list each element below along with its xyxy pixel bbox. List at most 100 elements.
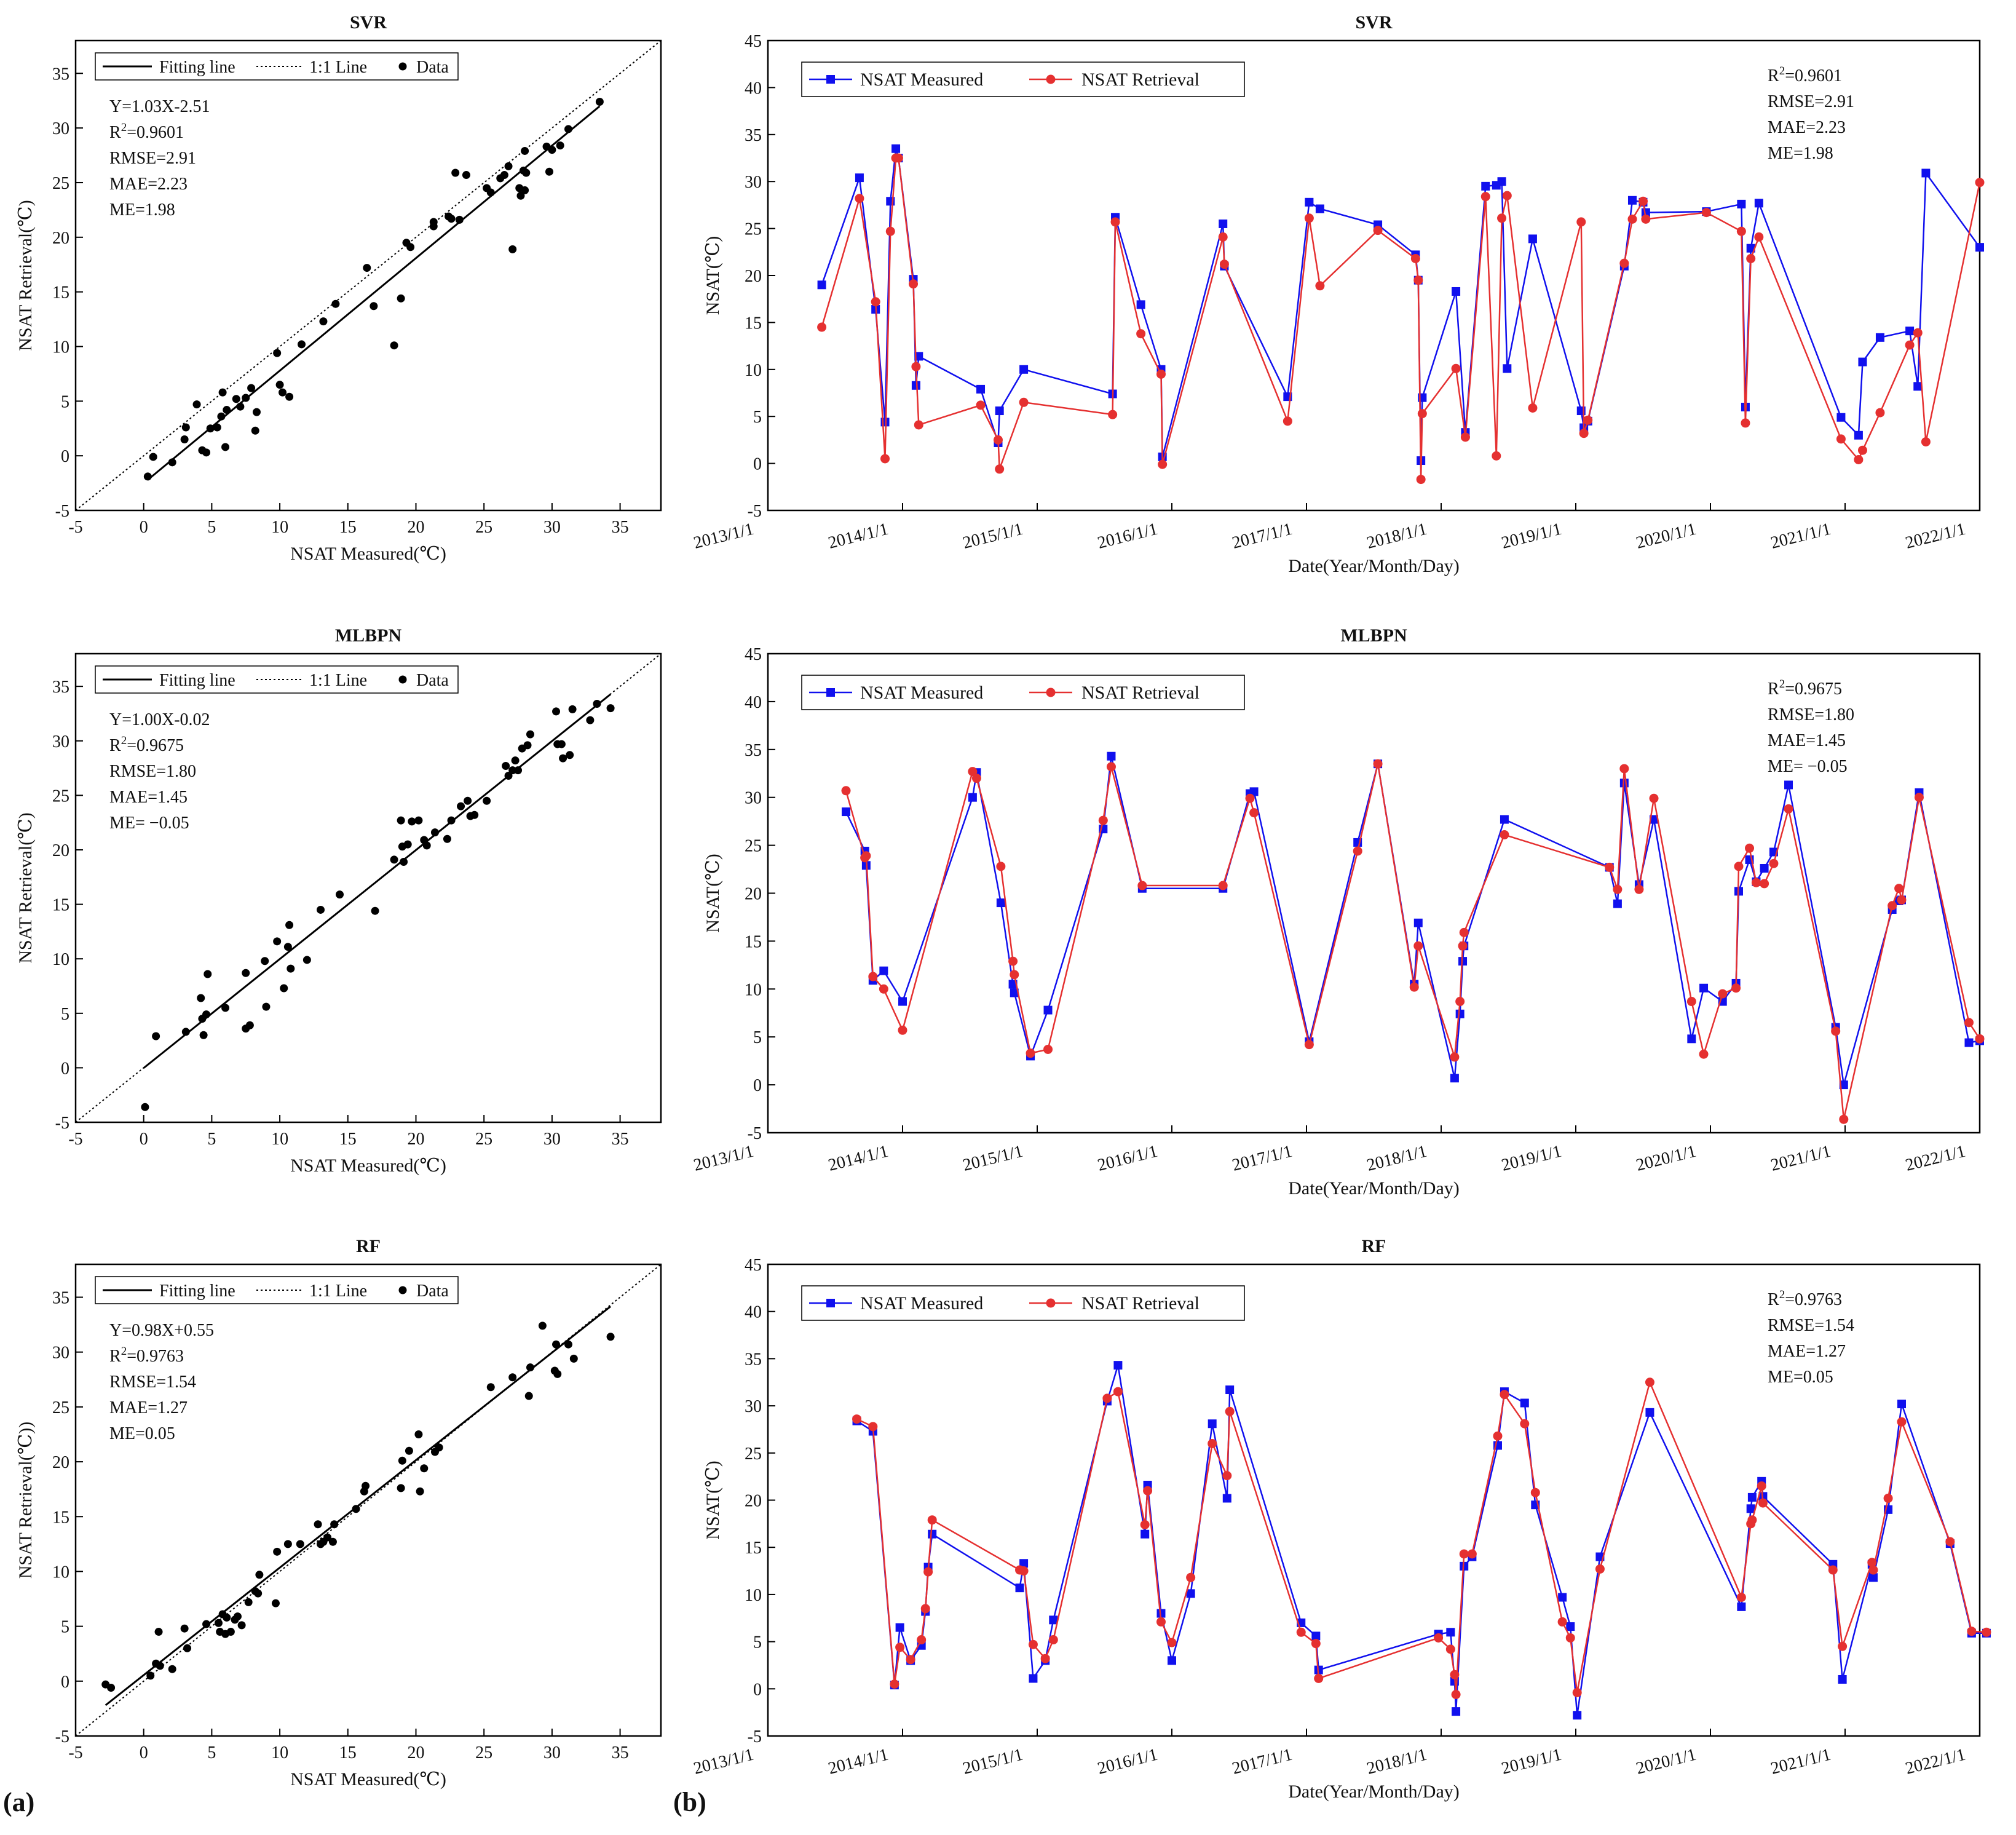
stat-mae: MAE=1.27 <box>109 1398 188 1417</box>
chart-title: SVR <box>350 12 387 33</box>
y-tick-label: -5 <box>55 1727 69 1746</box>
y-axis-label: NSAT Retrieval(℃)) <box>15 1422 36 1579</box>
measured-point <box>1868 1573 1878 1582</box>
retrieval-point <box>906 1655 915 1665</box>
measured-point <box>1249 787 1259 796</box>
data-point <box>524 1392 533 1400</box>
data-point <box>370 302 378 311</box>
retrieval-point <box>1043 1044 1053 1054</box>
retrieval-point <box>1883 1493 1893 1503</box>
y-tick-label: 25 <box>52 1398 69 1417</box>
measured-point <box>1746 1504 1755 1513</box>
legend-measured-label: NSAT Measured <box>860 69 983 90</box>
y-tick-label: 25 <box>52 174 69 193</box>
y-tick-label: 15 <box>745 1539 762 1558</box>
series-line-retrieval <box>845 763 1981 1120</box>
scatter-rf: RF -5 0 5 10 15 20 25 30 35 -5 0 5 10 15 20 25 30 35 NSAT M… <box>15 1236 662 1789</box>
x-tick-label: 2013/1/1 <box>692 1142 756 1175</box>
measured-point <box>1019 1559 1029 1568</box>
retrieval-point <box>1751 878 1761 887</box>
retrieval-point <box>1283 416 1292 426</box>
retrieval-point <box>1311 1639 1321 1649</box>
data-point <box>328 1537 337 1546</box>
line-rf: RF -5 0 5 10 15 20 25 30 35 40 45 2013/1/1 2014/1/1 20… <box>692 1236 1991 1802</box>
measured-point <box>1746 244 1755 253</box>
retrieval-point <box>1828 1565 1838 1575</box>
retrieval-point <box>1098 815 1108 825</box>
scatter-mlbpn: MLBPN -5 0 5 10 15 20 25 30 35 -5 0 5 10 15 20 25 30 35 NSA… <box>15 625 662 1176</box>
y-tick-label: 20 <box>745 1492 762 1511</box>
retrieval-point <box>1113 1387 1123 1397</box>
measured-point <box>1140 1529 1150 1539</box>
data-point <box>107 1684 116 1692</box>
retrieval-point <box>1758 1498 1768 1508</box>
retrieval-point <box>817 322 827 332</box>
stat-mae: MAE=1.27 <box>1768 1342 1846 1361</box>
legend-retrieval-swatch <box>1046 688 1056 697</box>
retrieval-point <box>1413 275 1423 285</box>
x-axis-label: Date(Year/Month/Day) <box>1288 1781 1460 1802</box>
stat-r2: R2=0.9763 <box>1768 1288 1842 1309</box>
data-point <box>254 1589 263 1598</box>
retrieval-point <box>1975 178 1985 188</box>
retrieval-point <box>855 194 864 204</box>
legend-measured-label: NSAT Measured <box>860 1293 983 1314</box>
retrieval-point <box>1450 1670 1460 1679</box>
y-axis-label: NSAT Retrieval(℃) <box>15 200 36 351</box>
retrieval-point <box>1649 793 1659 803</box>
chart-title: RF <box>356 1236 381 1256</box>
retrieval-point <box>1572 1687 1582 1697</box>
y-tick-label: 0 <box>61 447 69 466</box>
legend-measured-swatch <box>826 75 835 84</box>
retrieval-point <box>1836 434 1846 444</box>
y-tick-label: 5 <box>61 1005 69 1024</box>
data-point <box>180 435 189 444</box>
y-tick-label: 10 <box>52 338 69 357</box>
retrieval-point <box>1019 1566 1029 1576</box>
measured-point <box>1156 1609 1166 1618</box>
data-point <box>566 751 574 759</box>
measured-point <box>976 384 986 394</box>
y-tick-label: 40 <box>745 693 762 712</box>
plot-frame <box>74 1263 662 1737</box>
retrieval-point <box>1219 260 1229 269</box>
retrieval-point <box>1613 884 1623 894</box>
y-tick-label: 10 <box>52 950 69 969</box>
data-point <box>406 243 415 252</box>
y-tick-label: 10 <box>745 980 762 999</box>
retrieval-point <box>895 1643 905 1652</box>
retrieval-point <box>1520 1419 1530 1429</box>
x-tick-label: 2014/1/1 <box>826 1142 890 1175</box>
retrieval-point <box>1467 1549 1477 1559</box>
data-point <box>317 905 325 914</box>
retrieval-point <box>1745 843 1755 853</box>
data-point <box>287 964 295 973</box>
x-tick-label: 2019/1/1 <box>1500 520 1563 553</box>
stat-rmse: RMSE=2.91 <box>1768 92 1854 111</box>
y-tick-label: 20 <box>52 841 69 860</box>
data-point <box>553 1369 562 1378</box>
y-tick-label: 10 <box>52 1563 69 1582</box>
measured-point <box>842 807 851 817</box>
measured-point <box>1964 1038 1974 1047</box>
retrieval-point <box>1736 1593 1746 1603</box>
retrieval-point <box>1595 1564 1605 1574</box>
retrieval-point <box>1102 1393 1112 1403</box>
retrieval-point <box>1140 1520 1150 1529</box>
y-tick-label: 0 <box>753 1680 762 1699</box>
data-point <box>586 716 595 724</box>
measured-point <box>1168 1656 1176 1665</box>
retrieval-point <box>920 1604 930 1614</box>
data-point <box>523 741 532 750</box>
scatter-svr: SVR -5 0 5 10 15 20 25 30 35 -5 0 5 10 15 20 25 30 35 NSAT … <box>15 12 662 564</box>
retrieval-point <box>1410 253 1420 263</box>
legend-retrieval-label: NSAT Retrieval <box>1081 1293 1200 1314</box>
data-point <box>593 700 601 708</box>
y-tick-label: 35 <box>745 741 762 760</box>
data-point <box>595 97 604 106</box>
data-point <box>221 443 230 451</box>
stat-rmse: RMSE=1.80 <box>1768 705 1854 724</box>
stat-r2: R2=0.9675 <box>1768 678 1842 699</box>
measured-point <box>1650 815 1659 824</box>
x-tick-label: 25 <box>475 518 492 537</box>
